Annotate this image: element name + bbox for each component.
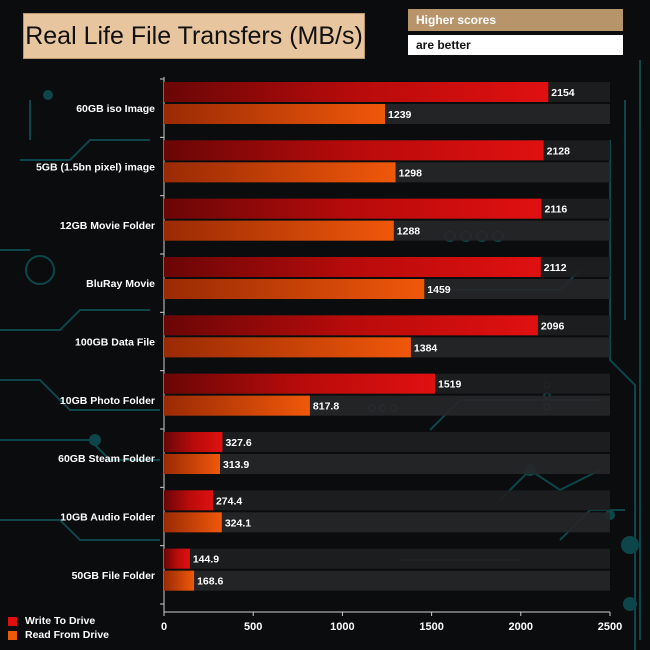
read-bar [164,512,222,533]
write-bar [164,198,542,219]
read-bar [164,104,386,124]
legend-swatch-read [8,630,17,640]
data-label: 2112 [544,262,567,274]
track-band [164,454,610,474]
category-label: 12GB Movie Folder [60,220,155,232]
write-bar [164,315,538,336]
data-label: 168.6 [197,576,223,588]
data-label: 2116 [544,204,567,216]
legend-label-write: Write To Drive [25,615,96,627]
category-label: 10GB Audio Folder [60,512,155,524]
legend-swatch-write [8,616,17,626]
read-bar [164,279,425,299]
category-label: 5GB (1.5bn pixel) image [36,162,155,174]
legend: Write To Drive Read From Drive [8,614,109,642]
read-bar [164,162,396,183]
category-label: 50GB File Folder [72,570,155,582]
track-band [164,512,610,533]
higher-scores-note: Higher scores [408,9,623,31]
write-bar [164,140,544,161]
legend-item-write: Write To Drive [8,614,109,628]
track-band [164,490,610,511]
read-bar [164,395,310,416]
track-band [164,432,610,452]
chart-title: Real Life File Transfers (MB/s) [23,13,365,59]
category-label: 60GB iso Image [76,103,155,115]
track-band [164,570,610,591]
write-bar [164,490,213,511]
data-label: 144.9 [193,554,219,566]
data-label: 327.6 [225,437,251,449]
x-tick-label: 1500 [419,621,443,633]
write-bar [164,373,435,394]
legend-item-read: Read From Drive [8,628,109,642]
category-label: 10GB Photo Folder [60,395,155,407]
data-label: 1459 [427,284,451,296]
read-bar [164,570,195,591]
write-bar [164,82,549,102]
data-label: 1239 [388,109,412,121]
category-label: BluRay Movie [86,278,155,290]
write-bar [164,432,223,452]
data-label: 313.9 [223,459,249,471]
x-tick-label: 1000 [330,621,354,633]
x-tick-label: 500 [244,621,262,633]
write-bar [164,548,190,569]
read-bar [164,454,220,474]
data-label: 2154 [551,87,575,99]
data-label: 2096 [541,320,565,332]
data-label: 324.1 [225,517,251,529]
data-label: 1298 [399,167,423,179]
read-bar [164,220,394,241]
x-tick-label: 2000 [509,621,533,633]
x-tick-label: 2500 [598,621,622,633]
data-label: 2128 [547,145,571,157]
data-label: 817.8 [313,401,339,413]
data-label: 1384 [414,342,438,354]
category-label: 100GB Data File [75,337,155,349]
track-band [164,548,610,569]
read-bar [164,337,411,358]
write-bar [164,257,541,277]
are-better-note: are better [408,35,623,55]
legend-label-read: Read From Drive [25,629,110,641]
data-label: 274.4 [216,495,242,507]
x-tick-label: 0 [161,621,167,633]
category-label: 60GB Steam Folder [58,453,155,465]
data-label: 1519 [438,379,462,391]
data-label: 1288 [397,226,421,238]
